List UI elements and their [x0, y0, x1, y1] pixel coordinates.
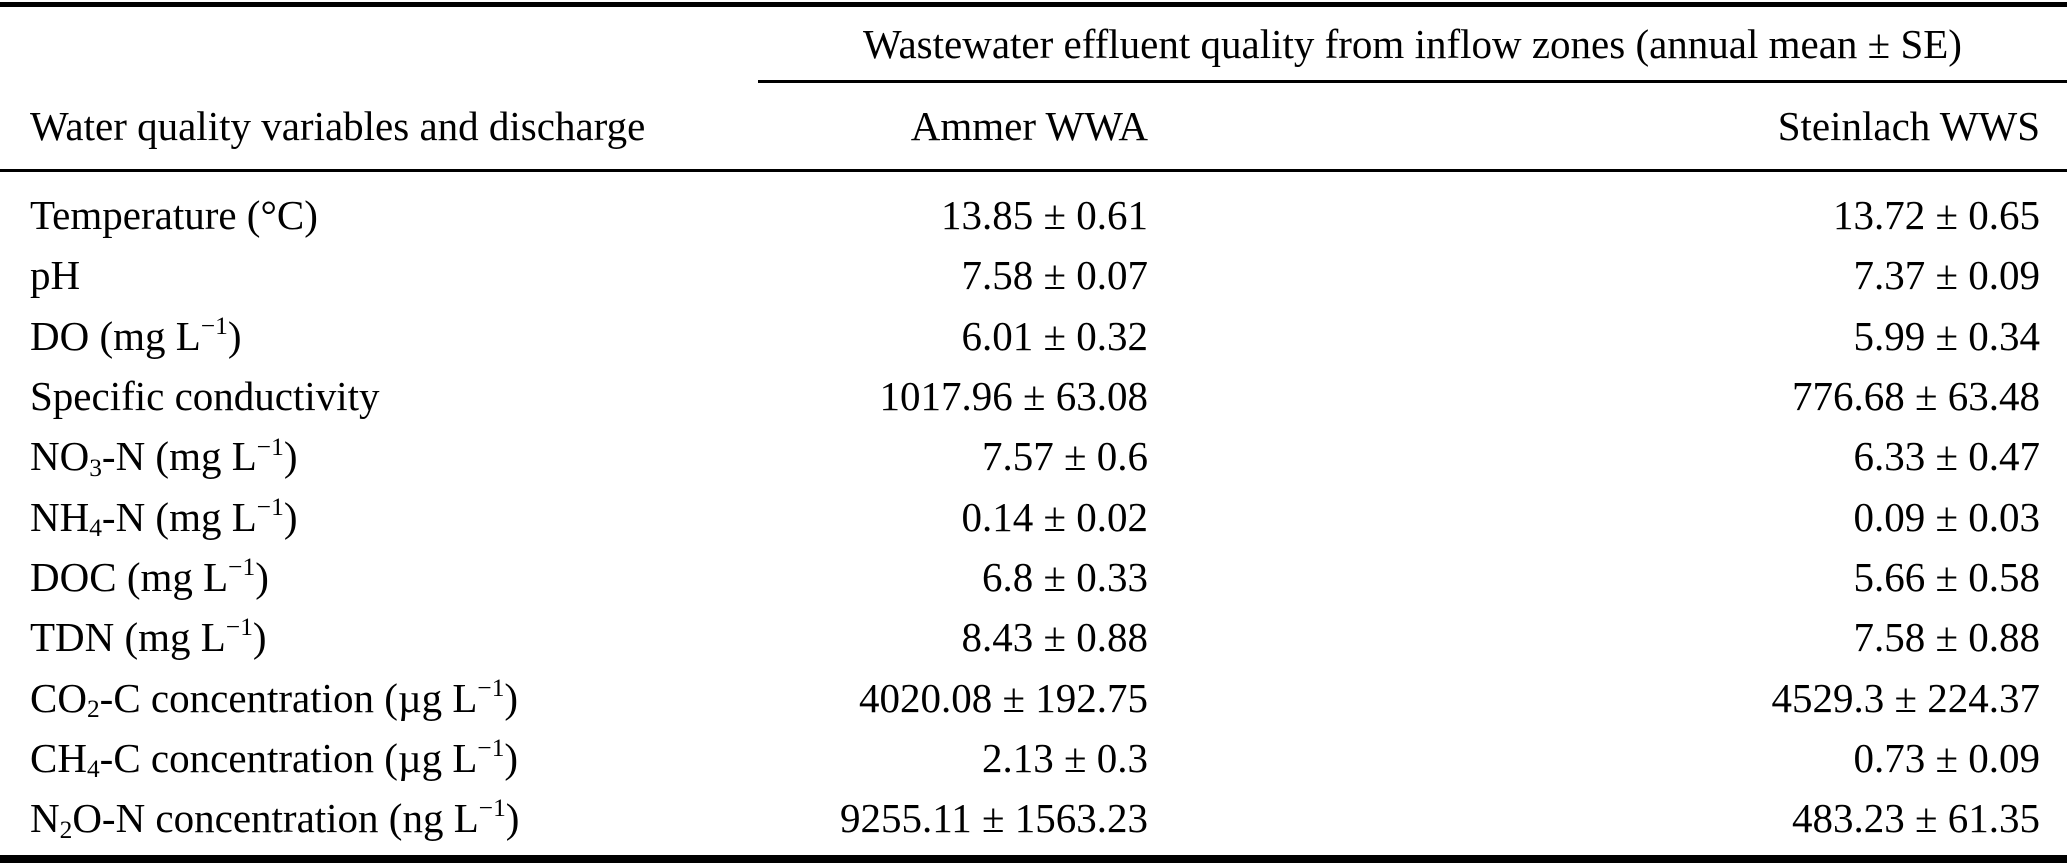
- column-header-steinlach: Steinlach WWS: [1777, 102, 2040, 149]
- table-row: Temperature (°C) 13.85 ± 0.61 13.72 ± 0.65: [0, 185, 2067, 245]
- ammer-value: 6.01 ± 0.32: [961, 312, 1148, 359]
- variable-label: CH4-C concentration (µg L−1): [30, 734, 519, 784]
- span-header-rule: [758, 80, 2067, 83]
- table-row: N2O-N concentration (ng L−1) 9255.11 ± 15…: [0, 788, 2067, 848]
- variable-label: TDN (mg L−1): [30, 613, 267, 661]
- variable-label: pH: [30, 252, 81, 299]
- ammer-value: 8.43 ± 0.88: [961, 614, 1148, 661]
- ammer-value: 1017.96 ± 63.08: [879, 373, 1148, 420]
- ammer-value: 6.8 ± 0.33: [981, 553, 1148, 600]
- variable-label: CO2-C concentration (µg L−1): [30, 673, 519, 724]
- steinlach-value: 7.37 ± 0.09: [1853, 252, 2040, 299]
- table-row: DOC (mg L−1) 6.8 ± 0.33 5.66 ± 0.58: [0, 547, 2067, 607]
- column-header-ammer: Ammer WWA: [910, 102, 1148, 149]
- variable-label: DOC (mg L−1): [30, 553, 269, 600]
- steinlach-value: 0.73 ± 0.09: [1853, 734, 2040, 781]
- column-header-row: Water quality variables and discharge Am…: [0, 86, 2067, 165]
- ammer-value: 7.58 ± 0.07: [961, 252, 1148, 299]
- steinlach-value: 5.99 ± 0.34: [1853, 312, 2040, 359]
- variable-label: Specific conductivity: [30, 373, 380, 420]
- header-rule: [0, 169, 2067, 172]
- table-row: NH4-N (mg L−1) 0.14 ± 0.02 0.09 ± 0.03: [0, 486, 2067, 546]
- steinlach-value: 4529.3 ± 224.37: [1771, 674, 2040, 721]
- span-header: Wastewater effluent quality from inflow …: [863, 21, 1962, 67]
- table-row: TDN (mg L−1) 8.43 ± 0.88 7.58 ± 0.88: [0, 607, 2067, 667]
- steinlach-value: 0.09 ± 0.03: [1853, 493, 2040, 540]
- table-row: CH4-C concentration (µg L−1) 2.13 ± 0.3 0.…: [0, 728, 2067, 788]
- ammer-value: 9255.11 ± 1563.23: [840, 795, 1148, 842]
- steinlach-value: 13.72 ± 0.65: [1832, 192, 2040, 239]
- table-row: pH 7.58 ± 0.07 7.37 ± 0.09: [0, 245, 2067, 305]
- ammer-value: 2.13 ± 0.3: [981, 734, 1148, 781]
- steinlach-value: 6.33 ± 0.47: [1853, 433, 2040, 480]
- steinlach-value: 7.58 ± 0.88: [1853, 614, 2040, 661]
- table-row: CO2-C concentration (µg L−1) 4020.08 ± 19…: [0, 667, 2067, 727]
- table-top-rule: [0, 2, 2067, 7]
- column-header-variables: Water quality variables and discharge: [30, 102, 646, 149]
- steinlach-value: 483.23 ± 61.35: [1791, 795, 2040, 842]
- ammer-value: 4020.08 ± 192.75: [858, 674, 1148, 721]
- table-row: NO3-N (mg L−1) 7.57 ± 0.6 6.33 ± 0.47: [0, 426, 2067, 486]
- variable-label: Temperature (°C): [30, 192, 318, 239]
- steinlach-value: 776.68 ± 63.48: [1791, 373, 2040, 420]
- variable-label: NO3-N (mg L−1): [30, 432, 298, 482]
- variable-label: DO (mg L−1): [30, 311, 242, 359]
- variable-label: N2O-N concentration (ng L−1): [30, 794, 520, 844]
- ammer-value: 7.57 ± 0.6: [981, 433, 1148, 480]
- steinlach-value: 5.66 ± 0.58: [1853, 553, 2040, 600]
- ammer-value: 13.85 ± 0.61: [940, 192, 1148, 239]
- table-row: DO (mg L−1) 6.01 ± 0.32 5.99 ± 0.34: [0, 306, 2067, 366]
- table-bottom-rule: [0, 855, 2067, 863]
- table-row: Specific conductivity 1017.96 ± 63.08 776.…: [0, 366, 2067, 426]
- table-rows: Temperature (°C) 13.85 ± 0.61 13.72 ± 0.65…: [0, 172, 2067, 848]
- variable-label: NH4-N (mg L−1): [30, 492, 298, 543]
- ammer-value: 0.14 ± 0.02: [961, 493, 1148, 540]
